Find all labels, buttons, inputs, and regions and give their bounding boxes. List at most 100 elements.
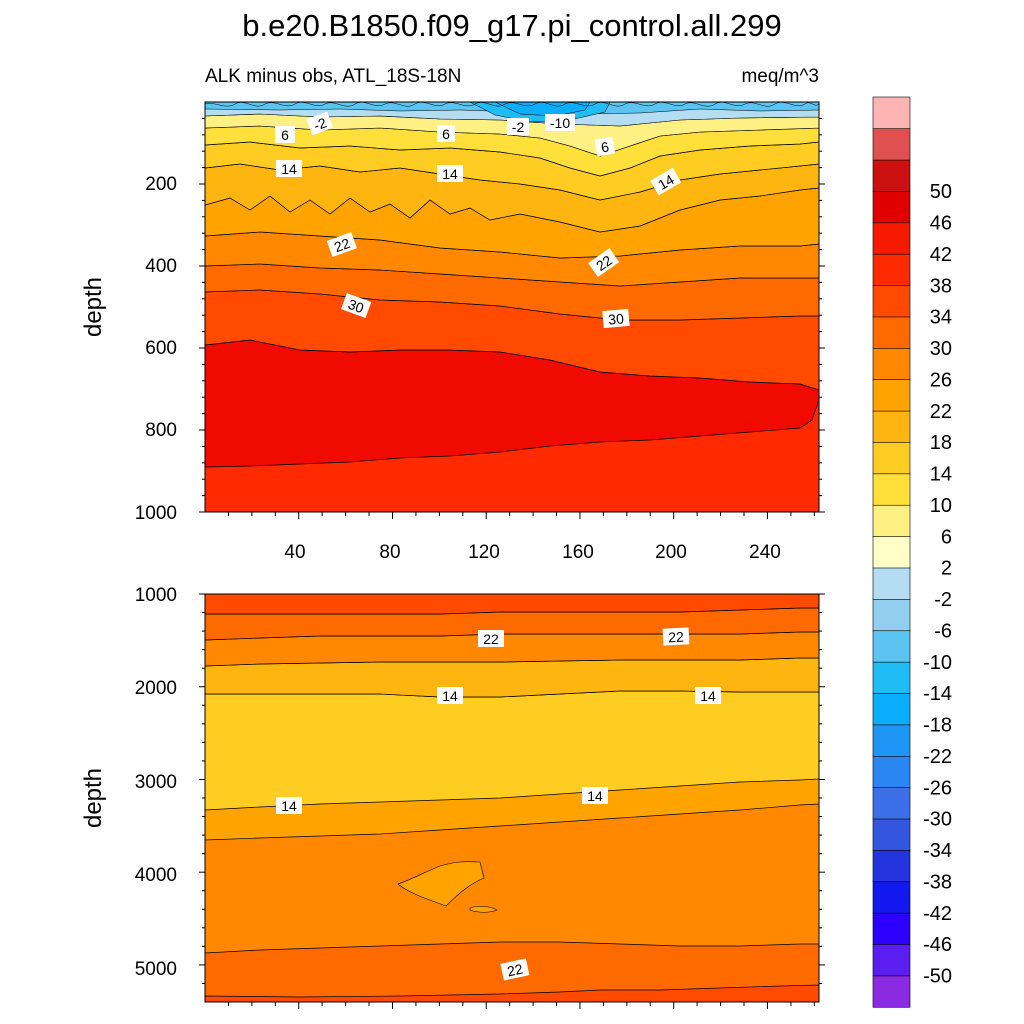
svg-text:-2: -2: [311, 114, 328, 133]
svg-text:-10: -10: [550, 115, 570, 131]
contour-label: 22: [588, 248, 620, 278]
contour-label: 14: [582, 787, 608, 804]
upper-x-tick-label: 240: [749, 542, 781, 563]
colorbar-swatch: [872, 473, 911, 506]
upper-y-tick-label: 800: [145, 420, 177, 441]
contour-label: 22: [478, 630, 504, 647]
lower-y-ticks: [199, 593, 825, 984]
colorbar-tick-label: -38: [923, 871, 952, 893]
lower-y-tick-label: 5000: [135, 959, 177, 980]
colorbar-tick-label: 26: [930, 369, 952, 391]
colorbar-swatch: [872, 661, 911, 694]
fill-band: [469, 905, 498, 913]
colorbar-tick-label: -6: [934, 620, 952, 642]
contour-label: 22: [662, 627, 690, 646]
contour-label: 14: [437, 165, 463, 182]
contour-label: -10: [545, 114, 575, 131]
colorbar-tick-label: 18: [930, 432, 952, 454]
lower-y-axis-label: depth: [80, 768, 107, 828]
svg-text:30: 30: [608, 310, 625, 327]
colorbar-swatch: [872, 379, 911, 412]
lower-x-ticks: [227, 1002, 815, 1009]
colorbar-swatch: [872, 410, 911, 443]
colorbar-tick-label: 10: [930, 495, 952, 517]
fill-band: [205, 984, 819, 1002]
contour-label: 30: [602, 308, 630, 329]
chart-subtitle-left: ALK minus obs, ATL_18S-18N: [205, 66, 461, 87]
colorbar-tick-label: -50: [923, 966, 952, 988]
upper-contour-fills: [205, 102, 819, 512]
colorbar-swatch: [872, 128, 911, 161]
colorbar-tick-label: -2: [934, 589, 952, 611]
colorbar-swatch: [872, 630, 911, 663]
colorbar-swatch: [872, 818, 911, 851]
colorbar-tick-label: 42: [930, 244, 952, 266]
fill-band: [205, 657, 819, 698]
colorbar-swatch: [872, 316, 911, 349]
colorbar-tick-label: -22: [923, 746, 952, 768]
colorbar-swatch: [872, 912, 911, 945]
svg-text:6: 6: [281, 127, 289, 143]
colorbar: -50-46-42-38-34-30-26-22-18-14-10-6-2261…: [872, 96, 952, 1008]
colorbar-swatch: [872, 96, 911, 129]
lower-y-tick-label: 4000: [135, 865, 177, 886]
svg-text:30: 30: [346, 296, 366, 316]
contour-label: -2: [306, 111, 334, 136]
upper-y-tick-label: 200: [145, 174, 177, 195]
lower-y-tick-label: 3000: [135, 772, 177, 793]
colorbar-tick-label: -18: [923, 715, 952, 737]
colorbar-tick-label: 38: [930, 275, 952, 297]
contour-label: 14: [276, 797, 302, 814]
chart-title: b.e20.B1850.f09_g17.pi_control.all.299: [242, 8, 782, 43]
colorbar-tick-label: -34: [923, 840, 952, 862]
colorbar-tick-label: 14: [930, 464, 952, 486]
colorbar-swatch: [872, 222, 911, 255]
svg-text:14: 14: [281, 798, 297, 814]
upper-y-tick-label: 400: [145, 256, 177, 277]
colorbar-tick-label: -10: [923, 652, 952, 674]
colorbar-swatch: [872, 159, 911, 192]
upper-y-tick-label: 1000: [135, 503, 177, 524]
colorbar-swatch: [872, 881, 911, 914]
colorbar-tick-label: 50: [930, 181, 952, 203]
colorbar-swatch: [872, 787, 911, 820]
colorbar-swatch: [872, 536, 911, 569]
colorbar-swatch: [872, 849, 911, 883]
lower-panel: 1000 2000 3000 4000 5000 depth 22 22 14 …: [80, 585, 825, 1009]
colorbar-tick-label: 22: [930, 401, 952, 423]
upper-plot-frame: [204, 101, 820, 513]
svg-text:14: 14: [442, 688, 458, 704]
lower-y-tick-label: 1000: [135, 585, 177, 606]
colorbar-swatch: [872, 190, 911, 224]
contour-label: 14: [695, 687, 721, 704]
colorbar-swatch: [872, 724, 911, 757]
svg-text:6: 6: [600, 138, 611, 155]
svg-text:22: 22: [332, 235, 352, 255]
upper-y-tick-label: 600: [145, 338, 177, 359]
upper-y-ticks: [199, 117, 825, 513]
contour-label: 30: [341, 293, 372, 318]
svg-text:-2: -2: [512, 119, 525, 135]
svg-text:22: 22: [483, 631, 499, 647]
fill-band: [205, 594, 819, 615]
contour-label: 6: [437, 125, 455, 142]
contour-label: 14: [650, 167, 682, 196]
colorbar-tick-label: -14: [923, 683, 952, 705]
upper-ripples: [205, 102, 819, 107]
svg-text:14: 14: [700, 688, 716, 704]
svg-text:14: 14: [587, 788, 603, 804]
chart-subtitle-right: meq/m^3: [741, 66, 819, 87]
colorbar-swatch: [872, 284, 911, 318]
colorbar-swatch: [872, 692, 911, 726]
lower-contour-fills: [205, 594, 819, 1002]
colorbar-swatch: [872, 975, 911, 1008]
upper-x-tick-label: 200: [655, 542, 687, 563]
fill-band: [397, 861, 485, 907]
colorbar-swatch: [872, 598, 911, 632]
svg-text:14: 14: [655, 171, 677, 193]
contour-label: 6: [594, 136, 616, 157]
fill-band: [494, 102, 591, 117]
upper-x-tick-label: 120: [468, 542, 500, 563]
svg-text:22: 22: [506, 961, 525, 980]
